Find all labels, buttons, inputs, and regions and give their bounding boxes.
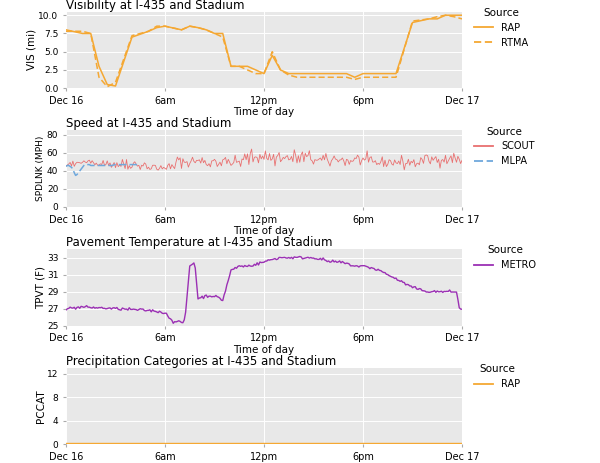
Text: Speed at I-435 and Stadium: Speed at I-435 and Stadium xyxy=(66,117,232,131)
RTMA xyxy=(67,29,74,34)
RTMA xyxy=(442,13,449,18)
RTMA xyxy=(458,16,466,22)
RAP xyxy=(123,50,130,56)
RAP xyxy=(256,69,263,75)
MLPA xyxy=(83,162,90,167)
RAP xyxy=(80,31,88,36)
SCOUT xyxy=(155,167,162,173)
RTMA xyxy=(196,25,203,31)
X-axis label: Time of day: Time of day xyxy=(233,226,295,236)
METRO xyxy=(458,307,466,312)
MLPA xyxy=(131,162,139,167)
Y-axis label: PCCAT: PCCAT xyxy=(35,389,46,423)
METRO xyxy=(377,268,385,274)
SCOUT xyxy=(62,163,70,169)
X-axis label: Time of day: Time of day xyxy=(233,107,295,117)
RAP xyxy=(458,440,466,445)
Line: MLPA: MLPA xyxy=(66,164,140,175)
MLPA xyxy=(92,163,100,168)
MLPA xyxy=(137,162,144,167)
Text: Visibility at I-435 and Stadium: Visibility at I-435 and Stadium xyxy=(66,0,245,12)
Legend: SCOUT, MLPA: SCOUT, MLPA xyxy=(470,123,538,170)
RAP xyxy=(196,25,203,31)
SCOUT xyxy=(257,156,265,162)
RAP xyxy=(112,83,119,89)
MLPA xyxy=(72,173,79,178)
RTMA xyxy=(80,29,88,34)
SCOUT xyxy=(67,160,74,165)
RAP xyxy=(442,13,449,18)
RTMA xyxy=(104,84,111,89)
SCOUT xyxy=(196,157,203,163)
SCOUT xyxy=(80,158,88,163)
METRO xyxy=(122,307,129,312)
Line: RAP: RAP xyxy=(66,15,462,86)
Legend: METRO: METRO xyxy=(470,241,540,274)
RAP xyxy=(62,27,70,32)
RAP xyxy=(376,71,383,76)
RTMA xyxy=(123,49,130,54)
SCOUT xyxy=(458,157,466,163)
RTMA xyxy=(62,29,70,34)
MLPA xyxy=(82,162,89,167)
SCOUT xyxy=(248,146,255,152)
METRO xyxy=(62,307,70,313)
METRO xyxy=(256,259,263,265)
Line: METRO: METRO xyxy=(66,257,462,323)
Line: RTMA: RTMA xyxy=(66,15,462,87)
Line: SCOUT: SCOUT xyxy=(66,149,462,170)
RAP xyxy=(458,13,466,18)
Legend: RAP, RTMA: RAP, RTMA xyxy=(470,4,532,51)
METRO xyxy=(196,295,203,301)
MLPA xyxy=(135,162,142,167)
METRO xyxy=(67,304,74,310)
Y-axis label: TPVT (F): TPVT (F) xyxy=(35,266,46,309)
METRO xyxy=(170,320,177,326)
RAP xyxy=(194,440,202,445)
Text: Pavement Temperature at I-435 and Stadium: Pavement Temperature at I-435 and Stadiu… xyxy=(66,236,332,249)
MLPA xyxy=(71,170,78,175)
MLPA xyxy=(62,163,70,169)
Legend: RAP: RAP xyxy=(470,360,524,393)
RTMA xyxy=(376,75,383,80)
MLPA xyxy=(77,166,85,172)
Y-axis label: VIS (mi): VIS (mi) xyxy=(27,29,37,70)
METRO xyxy=(296,254,304,259)
Text: Precipitation Categories at I-435 and Stadium: Precipitation Categories at I-435 and St… xyxy=(66,355,336,368)
SCOUT xyxy=(122,166,129,171)
RAP xyxy=(374,440,382,445)
RAP xyxy=(255,440,262,445)
SCOUT xyxy=(377,159,385,164)
RTMA xyxy=(256,71,263,76)
RAP xyxy=(67,440,74,445)
RAP xyxy=(67,28,74,33)
RAP xyxy=(122,440,129,445)
RAP xyxy=(80,440,88,445)
X-axis label: Time of day: Time of day xyxy=(233,345,295,355)
METRO xyxy=(80,305,88,310)
RAP xyxy=(62,440,70,445)
Y-axis label: SPDLNK (MPH): SPDLNK (MPH) xyxy=(37,136,46,201)
